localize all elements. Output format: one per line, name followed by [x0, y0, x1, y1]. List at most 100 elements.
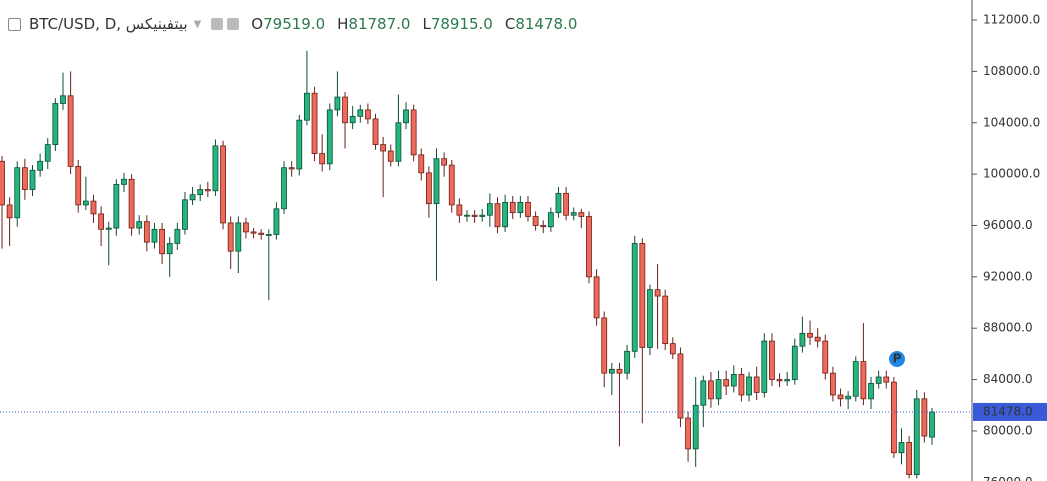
candle-body [418, 154, 425, 174]
candle-body [654, 289, 661, 297]
candle-body [265, 234, 272, 236]
eye-icon[interactable] [211, 18, 224, 30]
candle-body [715, 379, 722, 400]
ohlc-key: O [251, 15, 264, 33]
candle-body [570, 212, 577, 216]
candle-body [791, 345, 798, 380]
dropdown-arrow[interactable]: ▼ [193, 18, 202, 30]
candle-body [525, 201, 531, 217]
candle-body [387, 150, 394, 162]
candle-body [677, 353, 684, 419]
candle-body [509, 201, 516, 214]
candle-body [395, 122, 402, 162]
candle-body [624, 350, 630, 374]
y-tick-label: 96000.0 [983, 218, 1033, 232]
settings-icon[interactable] [227, 18, 240, 30]
candle-body [105, 227, 112, 230]
candle-body [769, 340, 775, 380]
y-tick-label: 92000.0 [983, 269, 1033, 283]
candle-body [822, 340, 829, 374]
collapse-icon[interactable] [8, 17, 21, 31]
y-tick-label: 112000.0 [983, 13, 1040, 27]
candle-body [243, 222, 249, 233]
candle-body [708, 380, 714, 400]
candle-body [784, 379, 791, 382]
candle-body [52, 103, 59, 145]
candle-body [21, 167, 28, 190]
candle-body [410, 109, 417, 156]
candle-body [738, 374, 745, 396]
candle-body [166, 243, 173, 255]
candle-body [372, 118, 379, 145]
candle-body [235, 222, 242, 252]
candle-body [517, 201, 524, 214]
candle-body [90, 200, 97, 215]
candle-body [913, 398, 920, 475]
candle-body [227, 222, 234, 252]
candle-body [6, 204, 13, 219]
candle-body [121, 178, 127, 185]
candle-body [342, 96, 348, 124]
candle-body [357, 109, 364, 117]
candle-body [890, 381, 897, 454]
candle-body [197, 189, 204, 196]
candle-body [273, 208, 280, 235]
symbol: BTC/USD, D, بيتفينيكس [29, 15, 188, 33]
candle-body [44, 144, 51, 162]
candle-body [174, 228, 181, 244]
candle-body [448, 164, 455, 206]
candle-body [319, 153, 326, 165]
candle-body [647, 289, 653, 348]
candle-body [860, 361, 867, 400]
candle-body [326, 109, 333, 165]
candle-body [563, 192, 569, 216]
candle-body [220, 145, 226, 224]
candle-body [669, 343, 676, 355]
candle-body [837, 394, 844, 400]
candle-body [334, 96, 341, 111]
candle-body [14, 167, 21, 219]
candle-body [365, 109, 371, 120]
candle-body [204, 189, 211, 192]
candle-body [814, 336, 821, 342]
candle-body [898, 442, 905, 454]
candle-body [830, 372, 836, 396]
candle-body [136, 221, 143, 229]
candle-body [631, 243, 638, 352]
candle-body [555, 192, 562, 214]
candle-body [578, 212, 585, 217]
candle-body [875, 376, 882, 384]
ohlc-value: 81478.0 [515, 15, 578, 33]
candle-body [929, 411, 935, 438]
candle-body [258, 232, 265, 235]
candle-body [433, 158, 440, 205]
y-tick-label: 88000.0 [983, 321, 1033, 335]
candle-body [906, 442, 913, 475]
candle-body [639, 243, 646, 348]
candle-body [311, 92, 318, 154]
y-tick-label: 100000.0 [983, 167, 1040, 181]
candle-body [128, 178, 135, 229]
candle-body [547, 212, 554, 228]
candle-body [380, 144, 387, 152]
candle-body [593, 276, 600, 319]
candle-body [182, 199, 188, 230]
ohlc-value: 78915.0 [430, 15, 493, 33]
candle-body [189, 194, 196, 201]
candle-body [288, 167, 295, 170]
candle-body [296, 119, 303, 170]
candle-body [662, 295, 669, 345]
candle-body [921, 398, 928, 437]
candle-body [692, 404, 699, 450]
header: BTC/USD, D, بيتفينيكس ▼ O79519.0 H81787.0… [8, 15, 578, 33]
candle-body [616, 368, 623, 374]
candle-body [608, 368, 615, 374]
candle-body [586, 216, 592, 278]
ohlc-value: 81787.0 [348, 15, 411, 33]
candle-body [753, 376, 760, 393]
candle-body [67, 95, 74, 167]
candle-body [479, 214, 486, 217]
candle-body [700, 380, 707, 406]
candle-body [159, 228, 165, 255]
